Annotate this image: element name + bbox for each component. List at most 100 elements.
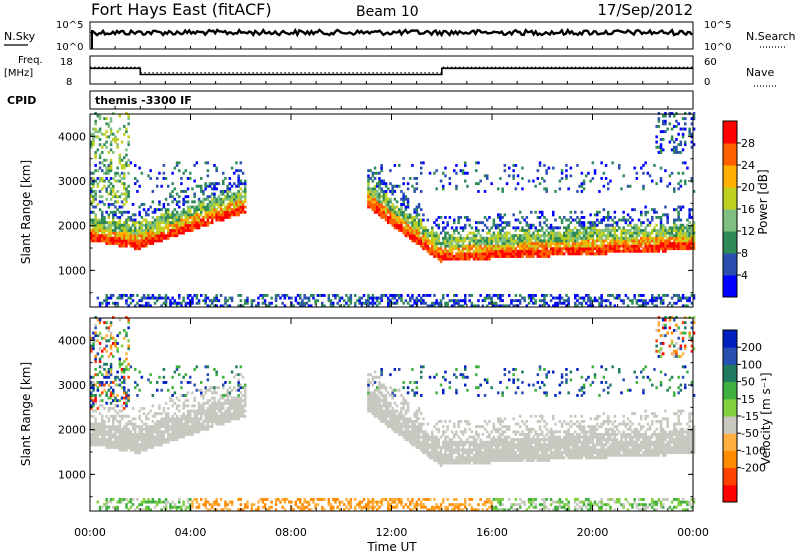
scatter-cell <box>217 200 221 204</box>
scatter-cell <box>576 294 579 297</box>
scatter-cell <box>263 299 267 303</box>
scatter-cell <box>670 242 674 245</box>
scatter-cell <box>633 236 636 240</box>
scatter-cell <box>450 252 454 256</box>
scatter-cell <box>167 231 170 235</box>
scatter-cell <box>406 200 410 204</box>
scatter-cell <box>525 252 529 256</box>
scatter-cell <box>129 430 133 434</box>
scatter-cell <box>552 304 555 308</box>
scatter-cell <box>516 234 520 238</box>
scatter-cell <box>613 234 617 238</box>
scatter-cell <box>197 388 201 392</box>
scatter-cell <box>94 443 97 447</box>
scatter-cell <box>182 433 185 436</box>
scatter-cell <box>681 132 685 136</box>
scatter-cell <box>169 420 172 423</box>
power-ylabel: Slant Range [km] <box>19 160 33 264</box>
scatter-cell <box>239 409 243 413</box>
scatter-cell <box>237 174 240 178</box>
scatter-cell <box>145 438 148 442</box>
scatter-cell <box>481 236 485 240</box>
scatter-cell <box>156 234 159 238</box>
scatter-cell <box>545 247 548 251</box>
scatter-cell <box>486 294 489 297</box>
scatter-cell <box>646 234 650 238</box>
scatter-cell <box>233 417 236 421</box>
scatter-cell <box>490 242 493 245</box>
scatter-cell <box>186 414 190 418</box>
scatter-cell <box>371 197 375 201</box>
scatter-cell <box>446 257 449 261</box>
scatter-cell <box>312 296 315 300</box>
scatter-cell <box>164 299 168 303</box>
scatter-cell <box>448 177 452 180</box>
scatter-cell <box>123 221 126 225</box>
scatter-cell <box>618 242 621 245</box>
scatter-cell <box>433 244 436 248</box>
scatter-cell <box>545 294 548 297</box>
scatter-cell <box>208 221 212 225</box>
scatter-cell <box>600 242 603 245</box>
scatter-cell <box>571 236 575 240</box>
scatter-cell <box>98 370 102 374</box>
scatter-cell <box>217 216 221 219</box>
scatter-cell <box>631 236 634 240</box>
scatter-cell <box>239 205 243 209</box>
scatter-cell <box>424 301 427 305</box>
scatter-cell <box>226 208 229 212</box>
scatter-cell <box>633 223 636 227</box>
scatter-cell <box>92 190 95 193</box>
scatter-cell <box>475 226 478 230</box>
scatter-cell <box>692 117 696 121</box>
scatter-cell <box>180 420 183 423</box>
scatter-cell <box>283 508 287 512</box>
scatter-cell <box>167 296 170 300</box>
scatter-cell <box>145 417 148 421</box>
scatter-cell <box>426 229 430 232</box>
scatter-cell <box>576 216 579 219</box>
scatter-cell <box>138 166 141 170</box>
scatter-cell <box>435 299 438 303</box>
scatter-cell <box>175 304 179 308</box>
scatter-cell <box>107 417 111 421</box>
scatter-cell <box>560 296 564 300</box>
scatter-cell <box>90 190 93 193</box>
scatter-cell <box>329 508 333 512</box>
scatter-cell <box>646 244 650 248</box>
scatter-cell <box>624 234 628 238</box>
scatter-cell <box>369 190 372 193</box>
scatter-cell <box>433 247 436 251</box>
scatter-cell <box>127 396 130 400</box>
scatter-cell <box>206 500 210 504</box>
scatter-cell <box>380 187 383 191</box>
scatter-cell <box>226 195 229 199</box>
scatter-cell <box>569 234 573 238</box>
scatter-cell <box>477 182 480 186</box>
scatter-cell <box>455 257 458 261</box>
scatter-cell <box>101 381 104 384</box>
beam-label: Beam 10 <box>356 4 419 20</box>
scatter-cell <box>400 205 403 209</box>
scatter-cell <box>197 213 201 217</box>
scatter-cell <box>644 304 647 308</box>
scatter-cell <box>213 388 216 392</box>
scatter-cell <box>582 244 586 248</box>
scatter-cell <box>189 427 192 431</box>
scatter-cell <box>576 221 579 225</box>
scatter-cell <box>684 117 687 121</box>
scatter-cell <box>587 296 590 300</box>
scatter-cell <box>589 231 592 235</box>
scatter-cell <box>668 112 672 115</box>
scatter-cell <box>114 435 117 439</box>
scatter-cell <box>129 161 133 165</box>
scatter-cell <box>171 223 174 227</box>
scatter-cell <box>158 216 161 219</box>
scatter-cell <box>521 234 524 238</box>
scatter-cell <box>123 425 126 429</box>
scatter-cell <box>622 231 625 235</box>
scatter-cell <box>593 244 597 248</box>
scatter-cell <box>96 430 100 434</box>
scatter-cell <box>94 409 97 413</box>
scatter-cell <box>140 433 144 436</box>
